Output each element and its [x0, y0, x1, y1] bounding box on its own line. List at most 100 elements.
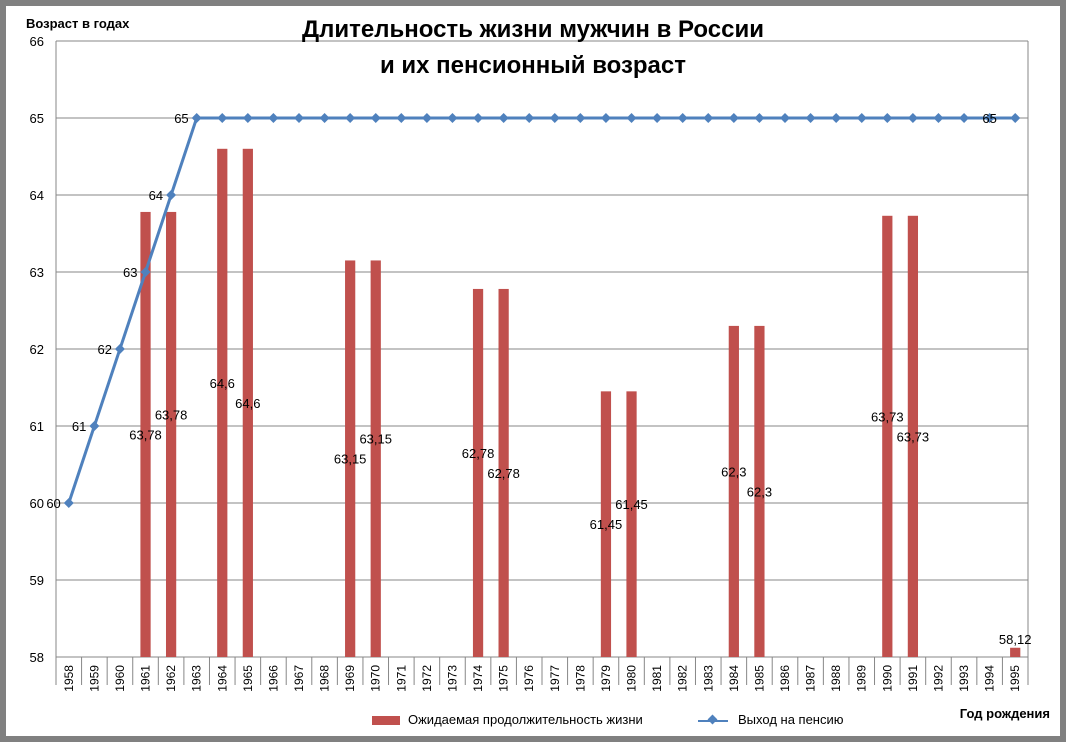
- x-tick-label: 1994: [983, 665, 997, 692]
- line-marker-1993: [959, 113, 970, 123]
- line-retirement-age: [67, 116, 1016, 504]
- y-tick-label: 58: [30, 650, 44, 665]
- line-marker-1970: [370, 113, 381, 123]
- bar-life-expectancy-1980: [626, 391, 637, 657]
- x-tick-label: 1964: [215, 665, 229, 692]
- y-tick-label: 62: [30, 342, 44, 357]
- line-marker-1982: [677, 113, 688, 123]
- x-tick-label: 1973: [445, 665, 459, 692]
- x-tick-label: 1962: [164, 665, 178, 692]
- line-marker-1961: [140, 267, 151, 277]
- x-tick-label: 1960: [113, 665, 127, 692]
- x-tick-label: 1963: [190, 665, 204, 692]
- x-tick-label: 1979: [599, 665, 613, 692]
- line-marker-1960: [114, 344, 125, 354]
- y-tick-label: 60: [30, 496, 44, 511]
- line-marker-1964: [217, 113, 228, 123]
- chart-frame: 58 59 60 61 62 63 64 65 66 1958 1959 1960 1961 1962 19…: [6, 6, 1060, 736]
- x-tick-label: 1976: [522, 665, 536, 692]
- line-marker-1959: [89, 421, 100, 431]
- bar-data-label: 61,45: [590, 517, 623, 532]
- bar-life-expectancy-1995: [1010, 647, 1021, 657]
- line-data-label: 62: [97, 342, 111, 357]
- bar-life-expectancy-1970: [370, 260, 381, 657]
- bar-data-label: 63,78: [155, 407, 188, 422]
- line-marker-1992: [933, 113, 944, 123]
- line-data-label: 60: [46, 496, 60, 511]
- bar-data-label: 62,78: [462, 446, 495, 461]
- bar-life-expectancy-1962: [165, 211, 177, 657]
- line-marker-1969: [345, 113, 356, 123]
- x-tick-label: 1975: [497, 665, 511, 692]
- y-axis-label: Возраст в годах: [26, 16, 130, 31]
- bar-data-label: 63,15: [359, 432, 392, 447]
- line-marker-1983: [703, 113, 714, 123]
- legend-bar-swatch: [372, 716, 400, 725]
- x-tick-label: 1959: [87, 665, 101, 692]
- line-marker-1981: [652, 113, 663, 123]
- y-tick-label: 61: [30, 419, 44, 434]
- bar-data-label: 63,78: [129, 427, 162, 442]
- x-tick-label: 1977: [548, 665, 562, 692]
- x-tick-label: 1988: [829, 665, 843, 692]
- line-marker-1965: [242, 113, 253, 123]
- line-marker-1976: [524, 113, 535, 123]
- line-marker-1991: [907, 113, 918, 123]
- x-tick-label: 1968: [318, 665, 332, 692]
- line-marker-1985: [754, 113, 765, 123]
- legend-label-life-expectancy: Ожидаемая продолжительность жизни: [408, 712, 643, 727]
- bar-data-label: 63,15: [334, 452, 367, 467]
- line-data-label: 61: [72, 419, 86, 434]
- y-tick-label: 64: [30, 188, 44, 203]
- x-tick-label: 1966: [266, 665, 280, 692]
- line-data-label: 64: [149, 188, 163, 203]
- x-tick-label: 1970: [369, 665, 383, 692]
- line-marker-1974: [473, 113, 484, 123]
- x-tick-label: 1992: [931, 665, 945, 692]
- line-marker-1994: [984, 113, 995, 123]
- bar-life-expectancy-1964: [217, 148, 228, 658]
- bar-data-label: 64,6: [235, 396, 260, 411]
- x-tick-label: 1974: [471, 665, 485, 692]
- x-tick-label: 1991: [906, 665, 920, 692]
- line-marker-1989: [856, 113, 867, 123]
- x-tick-label: 1961: [139, 665, 153, 692]
- line-marker-1962: [166, 190, 177, 200]
- line-marker-1987: [805, 113, 816, 123]
- line-marker-1995: [1010, 113, 1021, 123]
- line-data-label: 63: [123, 265, 137, 280]
- x-tick-label: 1983: [701, 665, 715, 692]
- x-tick-label: 1965: [241, 665, 255, 692]
- legend-label-retirement: Выход на пенсию: [738, 712, 844, 727]
- bar-data-label: 64,6: [210, 376, 235, 391]
- x-axis-label: Год рождения: [959, 706, 1050, 721]
- chart-canvas: 58 59 60 61 62 63 64 65 66 1958 1959 1960 1961 1962 19…: [30, 34, 1032, 692]
- x-tick-label: 1980: [625, 665, 639, 692]
- x-tick-label: 1995: [1008, 665, 1022, 692]
- x-tick-label: 1958: [62, 665, 76, 692]
- bar-life-expectancy-1979: [600, 391, 612, 657]
- x-tick-label: 1987: [804, 665, 818, 692]
- bar-life-expectancy-1961: [140, 211, 151, 657]
- bar-life-expectancy-1975: [498, 288, 509, 657]
- line-marker-1978: [575, 113, 586, 123]
- line-marker-1972: [421, 113, 432, 123]
- line-data-label: 65: [174, 111, 188, 126]
- bar-life-expectancy-1990: [882, 215, 893, 658]
- bar-data-label: 62,3: [747, 484, 772, 499]
- bar-life-expectancy-1965: [242, 148, 253, 658]
- chart-title-line-1: Длительность жизни мужчин в России: [302, 16, 764, 43]
- bar-data-label: 63,73: [897, 429, 930, 444]
- x-tick-label: 1978: [573, 665, 587, 692]
- x-tick-label: 1990: [880, 665, 894, 692]
- line-marker-1977: [549, 113, 560, 123]
- line-marker-1980: [626, 113, 637, 123]
- line-marker-1967: [294, 113, 304, 123]
- x-tick-label: 1971: [394, 665, 408, 692]
- x-tick-label: 1993: [957, 665, 971, 692]
- bar-life-expectancy-1974: [472, 288, 484, 657]
- x-tick-label: 1972: [420, 665, 434, 692]
- line-marker-1958: [63, 498, 74, 508]
- bar-data-label: 62,78: [487, 466, 520, 481]
- line-marker-1988: [831, 113, 842, 123]
